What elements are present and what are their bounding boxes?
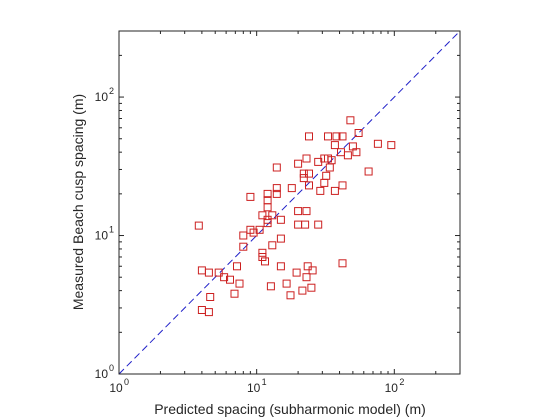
- data-point: [301, 220, 310, 229]
- data-point: [305, 132, 313, 141]
- data-point: [276, 262, 285, 271]
- data-point: [272, 163, 281, 172]
- data-point: [268, 211, 277, 220]
- y-tick-label-exponent: 2: [109, 86, 114, 96]
- data-point: [305, 181, 313, 190]
- data-point: [239, 242, 248, 251]
- data-point: [299, 174, 308, 183]
- data-point: [194, 221, 203, 230]
- ticks-layer: 10 0 10 1 10 210 010 110 2: [95, 31, 460, 395]
- x-tick-label-exponent: 0: [124, 377, 129, 387]
- data-point: [324, 132, 332, 141]
- data-point: [314, 157, 323, 166]
- data-point: [258, 211, 267, 220]
- data-point: [204, 268, 213, 277]
- data-point: [338, 181, 347, 190]
- x-tick-label-exponent: 2: [399, 377, 404, 387]
- data-point: [346, 116, 355, 125]
- data-point: [294, 159, 303, 168]
- data-point: [206, 293, 215, 301]
- data-point: [282, 279, 291, 288]
- data-point: [307, 283, 316, 292]
- data-point: [373, 139, 382, 148]
- data-point: [302, 207, 311, 216]
- data-point: [246, 192, 255, 201]
- x-axis-label: Predicted spacing (subharmonic model) (m…: [154, 401, 426, 417]
- data-point: [338, 132, 347, 141]
- x-tick-label-exponent: 1: [262, 377, 267, 387]
- data-point: [299, 169, 308, 178]
- data-point: [338, 259, 347, 268]
- axes-frame: [118, 30, 461, 375]
- data-point: [330, 141, 339, 150]
- data-point: [220, 273, 229, 282]
- data-point: [235, 279, 244, 288]
- data-point: [352, 148, 361, 157]
- x-tick-label: 10: [247, 381, 261, 395]
- data-point: [214, 268, 223, 277]
- data-point: [287, 184, 296, 193]
- data-point: [294, 207, 303, 216]
- data-point: [298, 286, 307, 295]
- data-point: [261, 257, 269, 266]
- data-point: [272, 184, 281, 193]
- data-point: [320, 178, 329, 187]
- y-tick-label-exponent: 0: [109, 363, 114, 373]
- data-point: [266, 282, 275, 291]
- data-point: [263, 219, 272, 228]
- data-point: [230, 289, 239, 298]
- data-point: [226, 275, 234, 284]
- data-point: [314, 220, 323, 229]
- data-points-layer: [194, 116, 396, 317]
- data-point: [239, 231, 248, 240]
- data-point: [305, 169, 313, 178]
- y-tick-label: 10: [95, 229, 109, 243]
- y-tick-label: 10: [95, 367, 109, 381]
- y-axis-label: Measured Beach cusp spacing (m): [70, 94, 86, 310]
- data-point: [387, 141, 396, 150]
- data-point: [354, 129, 363, 137]
- data-point: [308, 266, 317, 275]
- y-tick-label-exponent: 1: [109, 225, 114, 235]
- data-point: [263, 203, 272, 212]
- data-point: [204, 308, 213, 317]
- data-point: [325, 163, 334, 172]
- data-point: [303, 262, 312, 271]
- data-point: [272, 189, 281, 198]
- data-point: [249, 228, 258, 237]
- data-point: [276, 215, 285, 224]
- data-point: [258, 253, 267, 261]
- x-tick-label: 10: [109, 381, 123, 395]
- data-point: [316, 186, 325, 195]
- data-point: [332, 132, 341, 141]
- reference-line-y-equals-x: [118, 30, 461, 375]
- data-point: [268, 241, 277, 250]
- data-point: [292, 268, 301, 277]
- reference-line-layer: [118, 30, 461, 375]
- data-point: [286, 291, 295, 300]
- data-point: [330, 186, 339, 195]
- data-point: [276, 234, 285, 243]
- data-point: [263, 189, 272, 198]
- data-point: [364, 167, 373, 176]
- data-point: [258, 248, 267, 257]
- x-tick-label: 10: [385, 381, 399, 395]
- data-point: [302, 154, 311, 163]
- data-point: [233, 262, 241, 271]
- data-point: [302, 273, 311, 282]
- data-point: [255, 225, 264, 234]
- data-point: [343, 151, 352, 160]
- y-tick-label: 10: [95, 90, 109, 104]
